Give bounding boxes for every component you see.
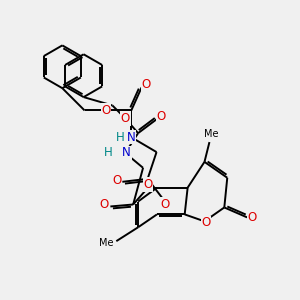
Text: N: N: [127, 131, 136, 144]
Text: O: O: [248, 211, 257, 224]
Text: O: O: [112, 174, 122, 187]
Text: O: O: [100, 198, 109, 211]
Text: Me: Me: [204, 128, 218, 139]
Text: O: O: [142, 78, 151, 92]
Text: O: O: [121, 112, 130, 125]
Text: O: O: [143, 178, 153, 191]
Text: O: O: [161, 198, 170, 211]
Text: H: H: [116, 131, 124, 144]
Text: O: O: [101, 104, 111, 117]
Text: Me: Me: [99, 238, 113, 248]
Text: O: O: [156, 110, 166, 123]
Text: H: H: [104, 146, 113, 160]
Text: N: N: [122, 146, 131, 160]
Text: O: O: [201, 216, 211, 229]
